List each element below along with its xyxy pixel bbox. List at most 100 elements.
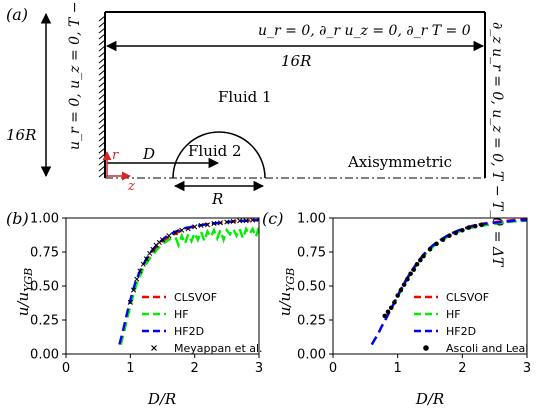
chart-c-ytick-label: 0.00 [297, 348, 326, 363]
hatch-mark [98, 111, 106, 118]
chart-c-point-ascoli-and-leal [401, 282, 407, 287]
chart-b-panel-label: (b) [6, 209, 29, 228]
hatch-mark [98, 105, 106, 112]
chart-c-point-ascoli-and-leal [398, 287, 404, 293]
chart-b-point-meyappan-et-al [237, 218, 243, 224]
schematic-panel-label: (a) [6, 5, 28, 24]
chart-b: (b) u/uYGB D/R 0 1 2 30.000.250.500.751.00C… [6, 209, 263, 408]
chart-b-point-meyappan-et-al [137, 268, 143, 274]
chart-c-point-ascoli-and-leal [453, 230, 459, 236]
legend-swatch-meyappan-et-al [151, 345, 157, 351]
chart-c-point-ascoli-and-leal [466, 225, 472, 230]
chart-b-ytick-label: 0.25 [30, 314, 59, 329]
chart-c-point-ascoli-and-leal [418, 257, 423, 263]
legend-label-hf: HF [446, 308, 461, 321]
chart-c-ytick-label: 0.50 [297, 280, 326, 295]
chart-c-ylabel: u/uYGB [276, 268, 297, 317]
hatch-mark [98, 15, 106, 22]
hatch-mark [98, 63, 106, 70]
chart-b-point-meyappan-et-al [134, 276, 140, 282]
chart-c-point-ascoli-and-leal [382, 313, 388, 319]
chart-b-point-meyappan-et-al [217, 220, 223, 226]
chart-c-panel-label: (c) [262, 209, 283, 228]
radius-label: R [211, 190, 223, 208]
hatch-mark [98, 69, 106, 76]
legend-label-clsvof: CLSVOF [174, 291, 217, 304]
chart-b-point-meyappan-et-al [204, 222, 211, 228]
chart-b-ytick-label: 0.00 [30, 348, 59, 363]
legend-label-hf2d: HF2D [446, 325, 476, 338]
chart-c-plot-area [370, 218, 527, 346]
chart-c-point-ascoli-and-leal [405, 276, 410, 282]
legend-label-hf: HF [174, 308, 189, 321]
hatch-mark [98, 165, 106, 172]
chart-b-xtick-label: 3 [255, 361, 263, 376]
chart-c-xtick-label: 0 [329, 361, 337, 376]
chart-b-point-meyappan-et-al [192, 224, 198, 230]
chart-c: (c) u/uYGB D/R 0 1 2 3 0.00 0.25 0.50 0.75 1.00 C… [262, 209, 531, 408]
chart-b-xtick-label: 1 [126, 361, 134, 376]
hatch-mark [98, 123, 106, 130]
chart-c-legend: CLSVOF HF HF2D Ascoli and Leal [414, 291, 528, 355]
chart-b-point-meyappan-et-al [211, 220, 217, 226]
chart-b-ytick-label: 1.00 [30, 212, 59, 227]
chart-b-ytick-label: 0.75 [30, 246, 59, 261]
chart-b-point-meyappan-et-al [198, 222, 204, 229]
legend-swatch-ascoli-and-leal [423, 345, 429, 351]
hatch-mark [98, 93, 106, 100]
chart-c-point-ascoli-and-leal [479, 222, 485, 228]
chart-c-ytick-label: 0.75 [297, 246, 326, 261]
chart-b-point-meyappan-et-al [143, 256, 149, 262]
bubble-outline [172, 131, 266, 179]
chart-b-point-meyappan-et-al [150, 246, 156, 252]
legend-label-clsvof: CLSVOF [446, 291, 489, 304]
chart-c-xlabel: D/R [415, 390, 444, 408]
chart-b-point-meyappan-et-al [166, 233, 172, 239]
chart-b-point-meyappan-et-al [230, 218, 236, 224]
chart-b-point-meyappan-et-al [243, 218, 249, 224]
hatch-mark [98, 27, 106, 34]
hatch-mark [98, 99, 106, 106]
hatch-mark [98, 171, 106, 178]
chart-b-xtick-label: 0 [62, 361, 70, 376]
width-dimension-label: 16R [281, 52, 311, 70]
legend-label-ascoli-and-leal: Ascoli and Leal [446, 342, 528, 355]
chart-b-point-meyappan-et-al [130, 287, 137, 293]
chart-b-plot-area [118, 218, 259, 345]
chart-c-point-ascoli-and-leal [472, 223, 478, 229]
legend-label-hf2d: HF2D [174, 325, 204, 338]
chart-c-ytick-label: 1.00 [297, 212, 326, 227]
r-axis-label: r [112, 148, 119, 163]
chart-b-point-meyappan-et-al [256, 218, 259, 222]
chart-c-ytick-label: 0.25 [297, 314, 326, 329]
schematic-panel: (a) u_r = 0, ∂_r u_z = 0, ∂_r T = 0 16R … [6, 0, 505, 268]
left-wall-hatching [98, 15, 106, 178]
fluid2-label: Fluid 2 [188, 142, 242, 160]
hatch-mark [98, 159, 106, 166]
top-boundary-condition: u_r = 0, ∂_r u_z = 0, ∂_r T = 0 [258, 23, 471, 39]
height-dimension-label: 16R [6, 126, 36, 144]
chart-c-point-ascoli-and-leal [440, 237, 446, 243]
hatch-mark [98, 141, 106, 148]
chart-c-point-ascoli-and-leal [395, 293, 400, 298]
hatch-mark [98, 75, 106, 82]
hatch-mark [98, 147, 106, 154]
z-axis-label: z [127, 179, 135, 194]
hatch-mark [98, 33, 106, 40]
hatch-mark [98, 117, 106, 124]
chart-b-point-meyappan-et-al [140, 261, 146, 267]
chart-c-xtick-label: 2 [458, 361, 466, 376]
hatch-mark [98, 51, 106, 58]
chart-b-point-meyappan-et-al [127, 299, 133, 305]
hatch-mark [98, 87, 106, 94]
chart-c-point-ascoli-and-leal [388, 305, 394, 311]
chart-b-point-meyappan-et-al [179, 227, 185, 233]
hatch-mark [98, 39, 106, 46]
distance-label: D [142, 145, 155, 163]
chart-c-point-ascoli-and-leal [427, 246, 433, 252]
chart-b-point-meyappan-et-al [224, 219, 230, 225]
fluid1-label: Fluid 1 [218, 88, 272, 106]
chart-b-point-meyappan-et-al [185, 226, 191, 232]
left-boundary-condition: u_r = 0, u_z = 0, T − T_0 = 0 [67, 0, 83, 150]
